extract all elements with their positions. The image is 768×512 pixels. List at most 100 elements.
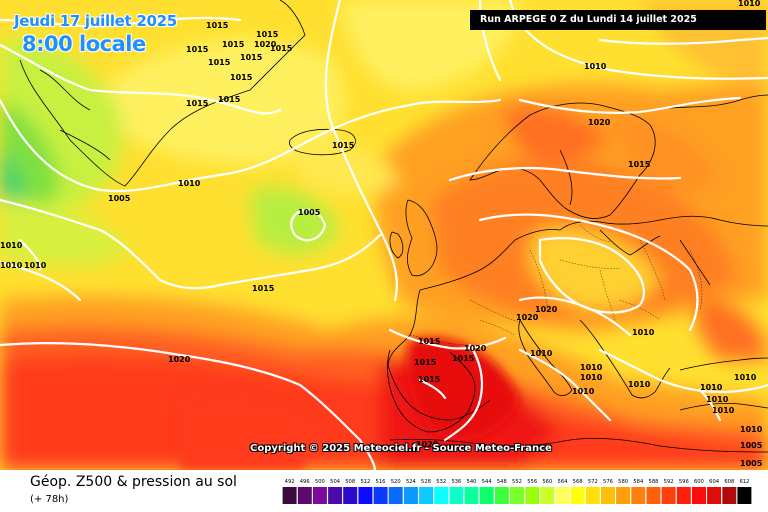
- scale-swatch: [373, 487, 388, 504]
- scale-label: 588: [649, 479, 659, 485]
- scale-label: 524: [406, 479, 417, 485]
- pressure-label: 1015: [414, 358, 437, 367]
- scale-swatch: [494, 487, 509, 504]
- scale-label: 496: [300, 479, 310, 485]
- pressure-label: 1010: [734, 373, 757, 382]
- isobars: [0, 0, 768, 470]
- scale-swatch: [282, 487, 297, 504]
- legend-title: Géop. Z500 & pression au sol: [30, 474, 237, 490]
- pressure-label: 1015: [628, 160, 651, 169]
- pressure-label: 1010: [738, 0, 761, 8]
- scale-swatch: [616, 487, 631, 504]
- forecast-date-title: Jeudi 17 juillet 2025: [14, 12, 177, 30]
- pressure-label: 1015: [218, 95, 241, 104]
- scale-label: 520: [391, 479, 401, 485]
- scale-swatch: [403, 487, 418, 504]
- scale-swatch: [312, 487, 327, 504]
- pressure-label: 1010: [580, 373, 603, 382]
- scale-label: 552: [512, 479, 522, 485]
- scale-label: 584: [633, 479, 644, 485]
- scale-label: 532: [436, 479, 446, 485]
- pressure-label: 1005: [298, 208, 321, 217]
- scale-label: 544: [482, 479, 493, 485]
- scale-swatch: [707, 487, 722, 504]
- scale-label: 596: [679, 479, 689, 485]
- pressure-label: 1010: [530, 349, 553, 358]
- pressure-label: 1020: [416, 440, 439, 449]
- scale-label: 572: [588, 479, 598, 485]
- scale-label: 500: [315, 479, 325, 485]
- scale-swatch: [601, 487, 615, 504]
- pressure-label: 1015: [418, 337, 441, 346]
- scale-swatch: [388, 487, 403, 504]
- coastlines: [19, 0, 768, 453]
- scale-label: 608: [724, 479, 734, 485]
- pressure-labels: 1015 1015 1020 1015 1015 1015 1015 1015 …: [0, 0, 763, 468]
- pressure-label: 1010: [740, 425, 763, 434]
- scale-swatch: [540, 487, 555, 504]
- pressure-label: 1010: [712, 406, 735, 415]
- pressure-label: 1010: [572, 387, 595, 396]
- pressure-label: 1015: [256, 30, 279, 39]
- scale-swatch: [328, 487, 343, 504]
- scale-label: 612: [739, 479, 749, 485]
- scale-swatch: [510, 487, 524, 504]
- scale-swatch: [737, 487, 752, 504]
- pressure-label: 1020: [516, 313, 539, 322]
- scale-swatch: [297, 487, 312, 504]
- pressure-label: 1015: [208, 58, 231, 67]
- scale-swatch: [449, 487, 464, 504]
- scale-swatch: [570, 487, 585, 504]
- pressure-label: 1010: [178, 179, 201, 188]
- scale-label: 492: [285, 479, 295, 485]
- scale-label: 600: [694, 479, 704, 485]
- pressure-label: 1020: [168, 355, 191, 364]
- scale-label: 528: [421, 479, 431, 485]
- pressure-label: 1005: [740, 459, 763, 468]
- scale-label: 512: [360, 479, 370, 485]
- scale-swatch: [692, 487, 706, 504]
- forecast-time-title: 8:00 locale: [22, 32, 146, 56]
- geopotential-field: [0, 0, 768, 470]
- scale-swatch: [555, 487, 570, 504]
- pressure-label: 1015: [252, 284, 275, 293]
- pressure-label: 1015: [206, 21, 229, 30]
- model-run-info: Run ARPEGE 0 Z du Lundi 14 juillet 2025: [470, 10, 766, 30]
- scale-label: 556: [527, 479, 537, 485]
- scale-swatch: [646, 487, 661, 504]
- scale-label: 516: [376, 479, 386, 485]
- scale-label: 504: [330, 479, 341, 485]
- scale-swatch: [358, 487, 373, 504]
- pressure-label: 1010: [628, 380, 651, 389]
- scale-label: 508: [345, 479, 355, 485]
- pressure-label: 1005: [740, 441, 763, 450]
- pressure-label: 1010: [706, 395, 729, 404]
- scale-swatch: [419, 487, 434, 504]
- scale-swatch: [525, 487, 540, 504]
- scale-label: 580: [618, 479, 628, 485]
- scale-swatch: [585, 487, 600, 504]
- pressure-label: 1010: [584, 62, 607, 71]
- color-scale: 492 496 500 504 508 512 516 520 524 528 532 536 540 5…: [282, 479, 752, 504]
- scale-label: 604: [709, 479, 720, 485]
- pressure-label: 1020: [535, 305, 558, 314]
- scale-swatch: [479, 487, 494, 504]
- pressure-label: 1010: [24, 261, 47, 270]
- pressure-label: 1010: [700, 383, 723, 392]
- copyright-notice: Copyright © 2025 Meteociel.fr - Source M…: [250, 443, 552, 454]
- scale-label: 536: [451, 479, 461, 485]
- scale-label: 560: [542, 479, 552, 485]
- borders: [409, 224, 703, 346]
- pressure-label: 1015: [452, 354, 475, 363]
- pressure-label: 1010: [580, 363, 603, 372]
- scale-label: 568: [573, 479, 583, 485]
- scale-swatch: [631, 487, 646, 504]
- pressure-label: 1015: [230, 73, 253, 82]
- scale-swatch: [464, 487, 479, 504]
- forecast-map: 1015 1015 1020 1015 1015 1015 1015 1015 …: [0, 0, 768, 470]
- pressure-label: 1020: [464, 344, 487, 353]
- scale-label: 540: [467, 479, 477, 485]
- pressure-label: 1015: [332, 141, 355, 150]
- pressure-label: 1015: [186, 99, 209, 108]
